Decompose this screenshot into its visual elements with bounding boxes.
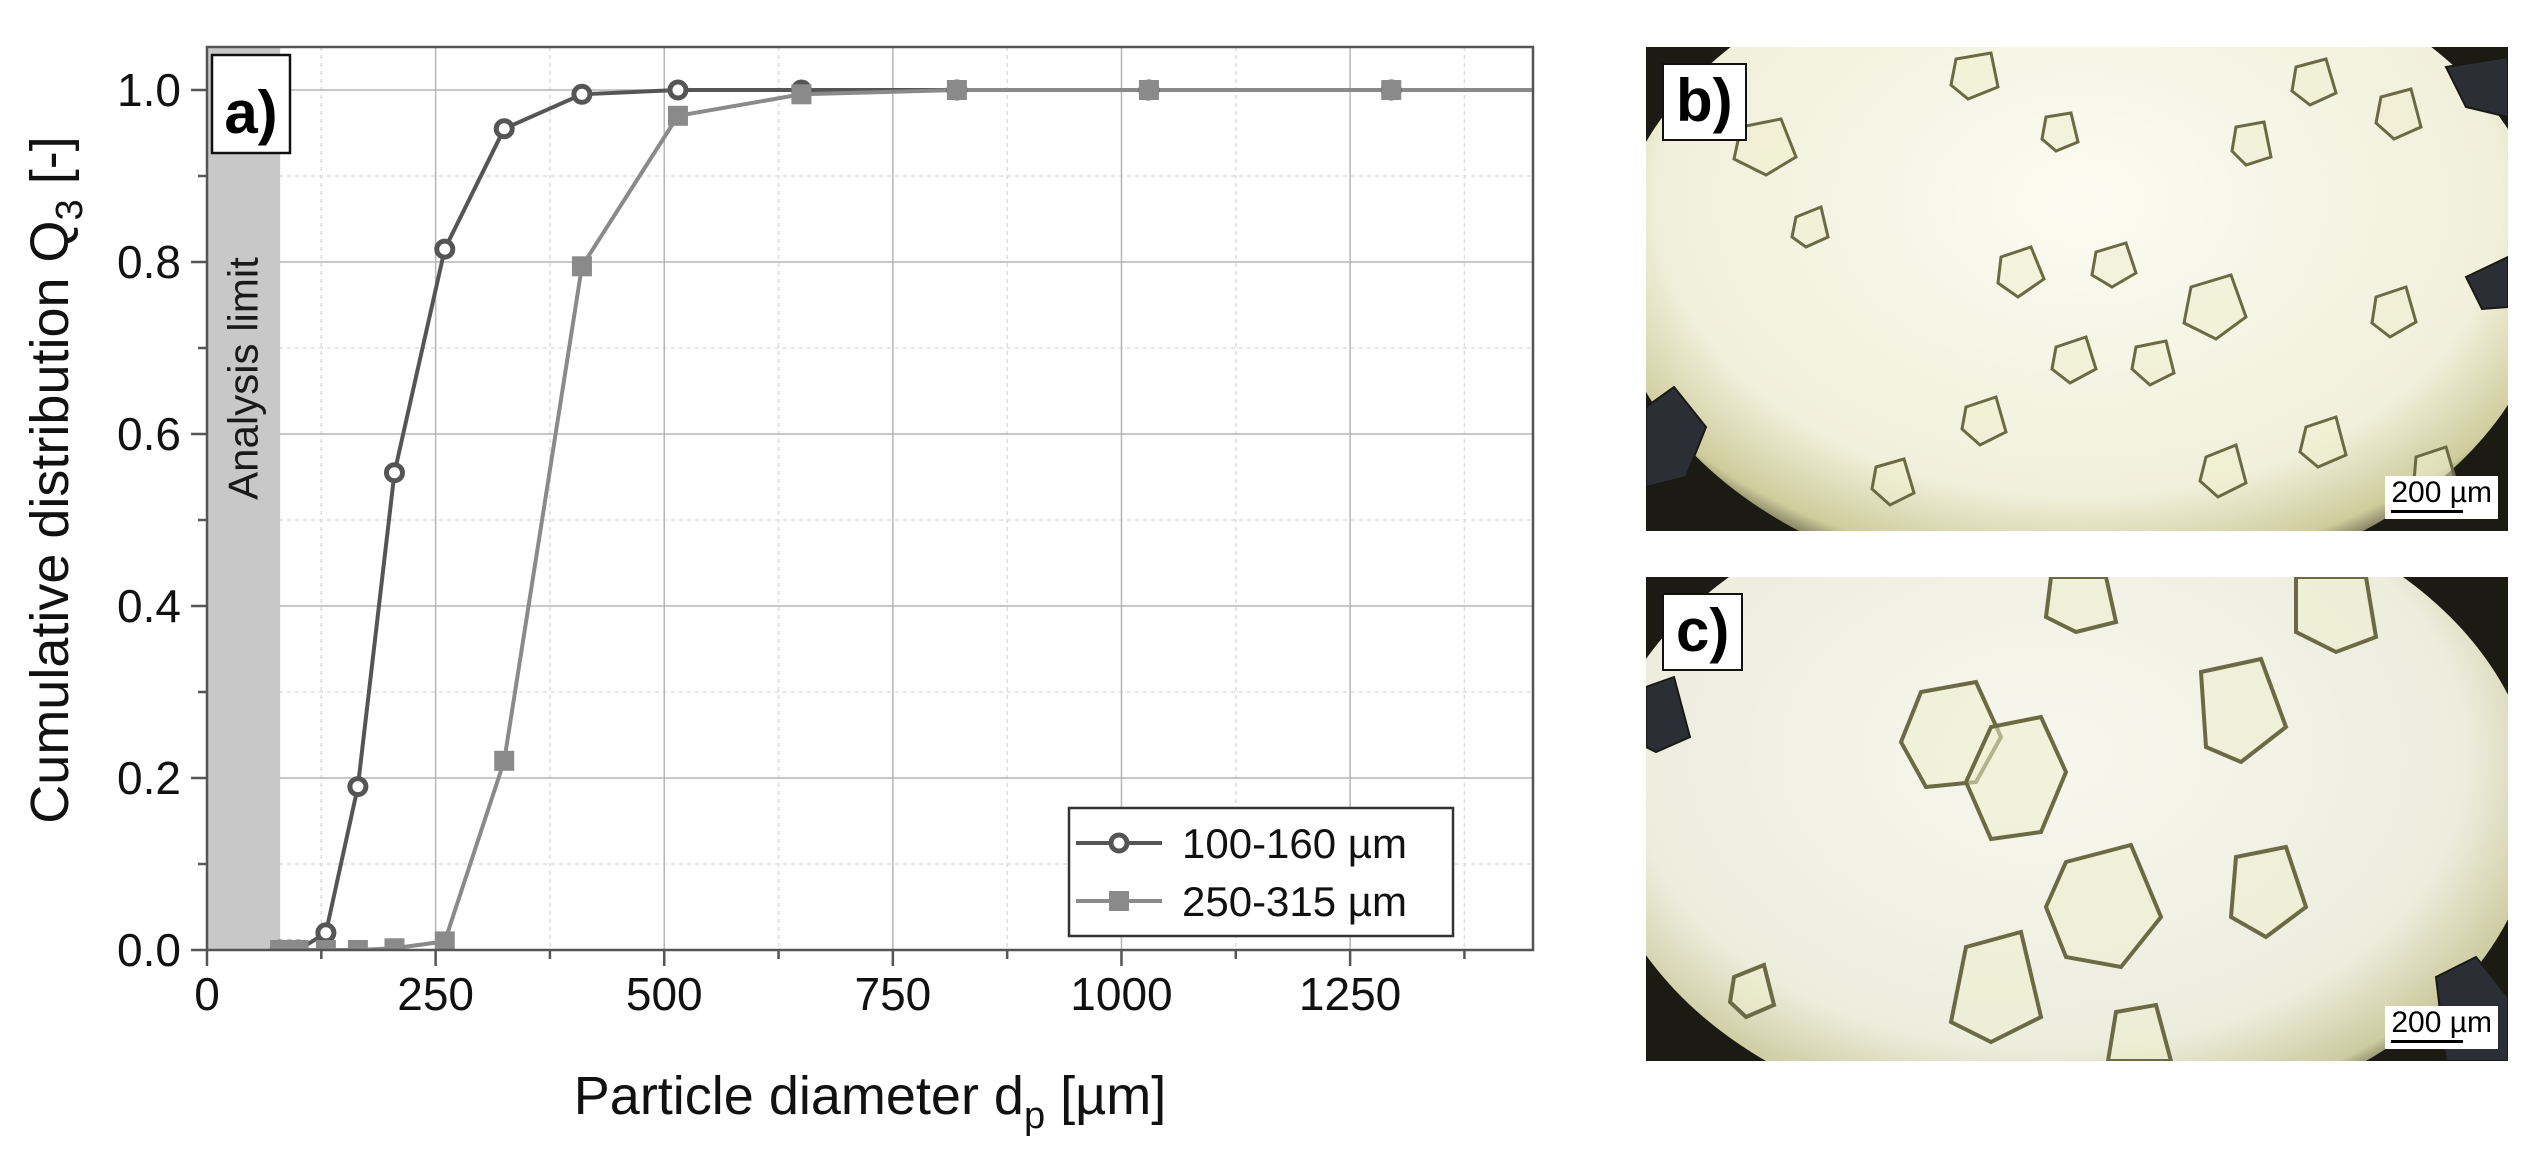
series-layer	[269, 79, 1533, 950]
data-point-series-1	[571, 83, 593, 105]
y-axis-title-main: Cumulative distribution Q	[20, 220, 80, 823]
scale-bar-c-label: 200 µm	[2391, 1006, 2492, 1039]
y-tick-label: 1.0	[117, 64, 181, 116]
x-axis-title-main: Particle diameter d	[574, 1066, 1024, 1126]
analysis-limit-label: Analysis limit	[220, 257, 267, 500]
x-tick-label: 0	[194, 968, 220, 1020]
data-point-series-2	[494, 750, 515, 771]
y-axis-title-unit: [-]	[20, 136, 80, 199]
analysis-limit-band	[207, 47, 281, 950]
scale-bar-b-line	[2391, 510, 2464, 513]
y-tick-label: 0.0	[117, 924, 181, 976]
x-tick-label: 250	[397, 968, 474, 1020]
scale-bar-b-label: 200 µm	[2391, 476, 2492, 509]
x-axis-title: Particle diameter dp [µm]	[574, 1066, 1166, 1137]
data-point-series-2	[384, 938, 405, 950]
y-axis-title: Cumulative distribution Q3 [-]	[20, 136, 91, 823]
panel-label-c: c)	[1662, 593, 1744, 671]
y-tick-label: 0.2	[117, 752, 181, 804]
y-tick-label: 0.4	[117, 580, 181, 632]
cumulative-distribution-chart: Analysis limit 0 250 500 750 1000 1250 0.0 0.2…	[20, 45, 1535, 1137]
data-point-series-2	[571, 256, 592, 277]
y-tick-label: 0.8	[117, 236, 181, 288]
data-point-series-2	[946, 80, 967, 100]
data-point-series-2	[1138, 80, 1159, 100]
axis-ticks	[191, 88, 1466, 966]
data-point-series-2	[315, 940, 336, 950]
x-tick-label: 1000	[1070, 968, 1172, 1020]
x-tick-label: 1250	[1299, 968, 1401, 1020]
scale-bar-c: 200 µm	[2385, 1006, 2498, 1049]
panel-a-label-text: a)	[224, 79, 277, 146]
y-tick-labels: 0.0 0.2 0.4 0.6 0.8 1.0	[117, 64, 181, 976]
data-point-series-2	[1381, 80, 1402, 100]
data-point-series-1	[667, 79, 689, 101]
micrograph-b-image	[1646, 47, 2508, 531]
y-tick-label: 0.6	[117, 408, 181, 460]
micrograph-c-image	[1646, 577, 2508, 1061]
plot-frame	[205, 45, 1535, 952]
major-gridlines	[207, 47, 1533, 950]
data-point-series-1	[493, 118, 515, 140]
data-point-series-2	[347, 940, 368, 950]
legend-label-series-2: 250-315 µm	[1182, 878, 1407, 925]
scale-bar-b: 200 µm	[2385, 476, 2498, 519]
micrograph-panel-b: b) 200 µm	[1646, 47, 2508, 531]
panel-label-b: b)	[1662, 63, 1747, 141]
data-point-series-2	[434, 931, 455, 950]
micrograph-panel-c: c) 200 µm	[1646, 577, 2508, 1061]
x-tick-label: 750	[854, 968, 931, 1020]
y-axis-title-subscript: 3	[49, 199, 91, 220]
data-point-series-1	[383, 462, 405, 484]
x-axis-title-unit: [µm]	[1045, 1066, 1166, 1126]
x-tick-label: 500	[626, 968, 703, 1020]
data-point-series-1	[434, 238, 456, 260]
data-point-series-1	[315, 922, 337, 944]
x-axis-title-subscript: p	[1024, 1095, 1045, 1137]
data-point-series-2	[667, 105, 688, 126]
legend-label-series-1: 100-160 µm	[1182, 820, 1407, 867]
x-tick-labels: 0 250 500 750 1000 1250	[194, 968, 1401, 1020]
data-point-series-1	[347, 776, 369, 798]
data-point-series-2	[288, 940, 309, 950]
scale-bar-c-line	[2391, 1040, 2464, 1043]
legend-marker-open-circle	[1108, 832, 1130, 854]
legend-marker-filled-square	[1109, 891, 1129, 911]
data-point-series-2	[791, 84, 812, 105]
chart-legend: 100-160 µm 250-315 µm	[1067, 806, 1455, 938]
panel-label-a: a)	[210, 53, 292, 155]
